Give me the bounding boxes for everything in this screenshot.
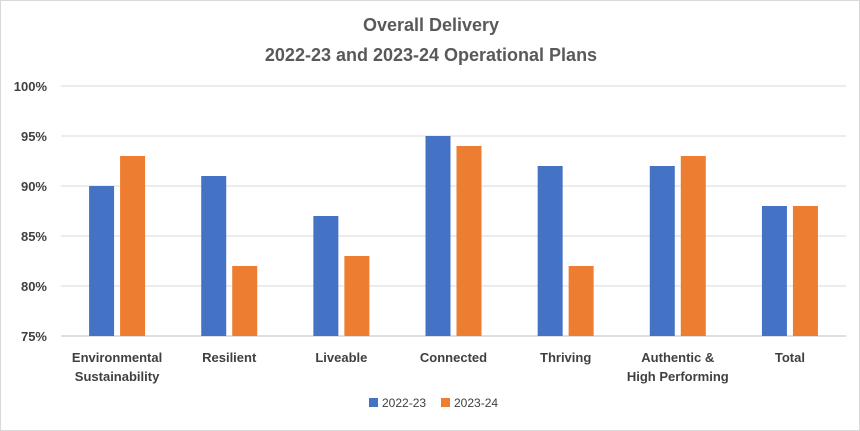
bar-2022-23-0	[89, 186, 115, 336]
x-category-label: Resilient	[202, 350, 257, 365]
legend-swatch	[369, 398, 378, 407]
gridlines	[61, 85, 846, 337]
chart-title: Overall Delivery	[363, 15, 499, 35]
x-category-label: Liveable	[315, 350, 367, 365]
legend-label: 2023-24	[454, 396, 498, 410]
bar-2023-24-2	[344, 256, 370, 336]
bar-2023-24-5	[680, 156, 706, 336]
x-category-label: Environmental	[72, 350, 162, 365]
bars	[89, 136, 818, 336]
bar-2022-23-2	[313, 216, 339, 336]
y-axis-ticks: 75% 80% 85% 90% 95% 100%	[14, 79, 48, 344]
x-category-label: Authentic &	[641, 350, 714, 365]
bar-2022-23-3	[425, 136, 451, 336]
y-tick-label: 90%	[21, 179, 47, 194]
bar-2023-24-3	[456, 146, 482, 336]
y-tick-label: 85%	[21, 229, 47, 244]
bar-2023-24-1	[232, 266, 258, 336]
bar-2022-23-5	[649, 166, 675, 336]
bar-2022-23-1	[201, 176, 227, 336]
x-axis-labels: Environmental Sustainability Resilient Live…	[72, 350, 805, 384]
x-category-label: Connected	[420, 350, 487, 365]
chart-subtitle: 2022-23 and 2023-24 Operational Plans	[265, 45, 597, 65]
bar-2023-24-6	[792, 206, 818, 336]
y-tick-label: 100%	[14, 79, 48, 94]
bar-2023-24-4	[568, 266, 594, 336]
x-category-label: High Performing	[627, 369, 729, 384]
y-tick-label: 75%	[21, 329, 47, 344]
x-category-label: Sustainability	[75, 369, 160, 384]
x-category-label: Total	[775, 350, 805, 365]
legend: 2022-23 2023-24	[369, 396, 498, 410]
bar-2023-24-0	[120, 156, 146, 336]
x-category-label: Thriving	[540, 350, 591, 365]
legend-label: 2022-23	[382, 396, 426, 410]
legend-swatch	[441, 398, 450, 407]
y-tick-label: 95%	[21, 129, 47, 144]
bar-2022-23-6	[761, 206, 787, 336]
y-tick-label: 80%	[21, 279, 47, 294]
bar-2022-23-4	[537, 166, 563, 336]
